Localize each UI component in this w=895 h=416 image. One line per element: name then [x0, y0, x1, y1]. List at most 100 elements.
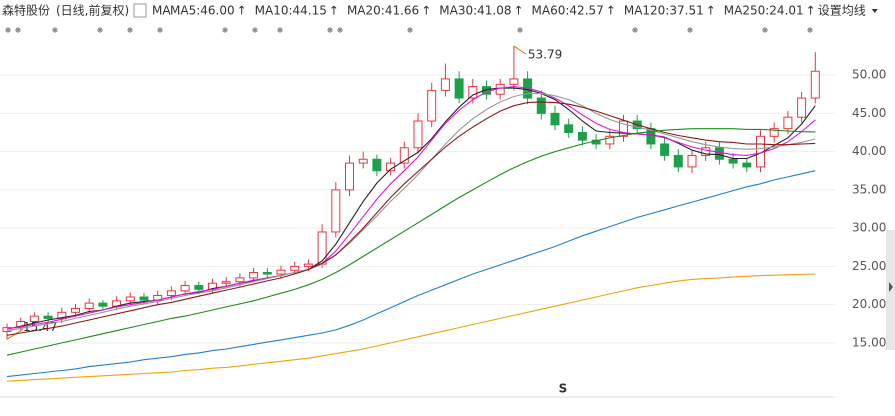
candle-body — [16, 320, 26, 329]
settings-label[interactable]: 设置均线 — [818, 4, 866, 18]
signal-icon — [632, 27, 638, 33]
candle-body — [509, 78, 519, 85]
signal-icon — [337, 27, 343, 33]
signal-icon — [15, 27, 21, 33]
max-label: 53.79 — [528, 48, 562, 62]
ma-line — [6, 92, 816, 332]
legend-trend: ↑ — [806, 4, 816, 18]
candle-body — [564, 124, 574, 133]
candle-body — [98, 302, 108, 307]
chart-title: 森特股份 — [2, 3, 50, 18]
bottom-marker: S — [559, 382, 568, 396]
candle-body — [728, 158, 738, 164]
ma-label: MA — [152, 4, 171, 18]
legend-entry: MA250:24.01 — [724, 4, 804, 18]
signal-icon — [807, 27, 813, 33]
legend-entry: MA60:42.57 — [532, 4, 604, 18]
candle-body — [536, 97, 546, 114]
signal-icon — [407, 27, 413, 33]
candle-body — [660, 143, 670, 156]
chart-subtitle: (日线,前复权) — [56, 3, 129, 18]
candle-body — [276, 269, 286, 275]
legend-entry: MA120:37.51 — [624, 4, 704, 18]
candle-body — [714, 147, 724, 160]
signal-row — [5, 27, 813, 33]
signal-icon — [517, 27, 523, 33]
legend-entry: MA20:41.66 — [347, 4, 419, 18]
candle-body — [427, 89, 437, 122]
candle-body — [221, 281, 231, 284]
y-tick-label: 40.00 — [852, 144, 886, 158]
candle-body — [701, 147, 711, 156]
legend-entry: MA10:44.15 — [255, 4, 327, 18]
y-tick-label: 25.00 — [852, 259, 886, 273]
ma-line — [6, 273, 816, 382]
ma-line — [6, 87, 816, 330]
candle-body — [43, 315, 53, 319]
signal-icon — [277, 27, 283, 33]
y-tick-label: 35.00 — [852, 182, 886, 196]
legend-entry: MA5:46.00 — [170, 4, 235, 18]
signal-icon — [327, 27, 333, 33]
candle-body — [290, 265, 300, 271]
candle-body — [180, 285, 190, 292]
candle-body — [372, 158, 382, 172]
signal-icon — [127, 27, 133, 33]
candle-body — [249, 272, 259, 279]
candle-body — [345, 162, 354, 191]
legend-trend: ↑ — [706, 4, 716, 18]
signal-icon — [687, 27, 693, 33]
candle-body — [194, 285, 204, 290]
candle-body — [303, 263, 313, 267]
candle-body — [29, 315, 39, 322]
candle-body — [358, 158, 368, 164]
scroll-arrow[interactable] — [889, 282, 893, 292]
signal-icon — [157, 27, 163, 33]
signal-icon — [52, 27, 58, 33]
candle-body — [71, 307, 80, 313]
candle-body — [262, 272, 272, 275]
y-tick-label: 45.00 — [852, 106, 886, 120]
settings-caret[interactable] — [871, 9, 878, 13]
y-tick-label: 20.00 — [852, 297, 886, 311]
ma-line — [6, 170, 816, 378]
info-icon[interactable] — [133, 3, 147, 18]
candle-body — [468, 86, 478, 99]
ma-line — [6, 128, 816, 356]
max-pointer — [513, 45, 527, 55]
candle-body — [577, 131, 587, 141]
candle-body — [440, 78, 450, 91]
y-tick-label: 50.00 — [852, 68, 886, 82]
legend-trend: ↑ — [237, 4, 247, 18]
candle-body — [139, 296, 149, 301]
candle-body — [797, 97, 807, 118]
candle-body — [673, 154, 683, 168]
signal-icon — [252, 27, 258, 33]
legend-entry: MA30:41.08 — [439, 4, 511, 18]
legend-trend: ↑ — [329, 4, 339, 18]
candle-body — [84, 302, 94, 309]
candle-body — [399, 147, 409, 164]
candle-body — [235, 277, 245, 283]
candle-body — [317, 231, 327, 265]
signal-icon — [762, 27, 768, 33]
legend-trend: ↑ — [421, 4, 431, 18]
candle-body — [605, 135, 615, 145]
candle-body — [619, 120, 628, 137]
candle-body — [331, 189, 341, 233]
signal-icon — [97, 27, 103, 33]
legend-trend: ↑ — [513, 4, 523, 18]
legend-trend: ↑ — [606, 4, 616, 18]
candle-body — [769, 128, 779, 137]
candle-body — [454, 78, 464, 99]
candle-body — [783, 116, 793, 130]
candle-body — [413, 120, 423, 149]
candle-body — [57, 311, 67, 319]
ma-line — [6, 86, 816, 330]
signal-icon — [222, 27, 228, 33]
candle-body — [550, 112, 560, 126]
candle-body — [687, 154, 697, 168]
candle-body — [125, 296, 135, 302]
